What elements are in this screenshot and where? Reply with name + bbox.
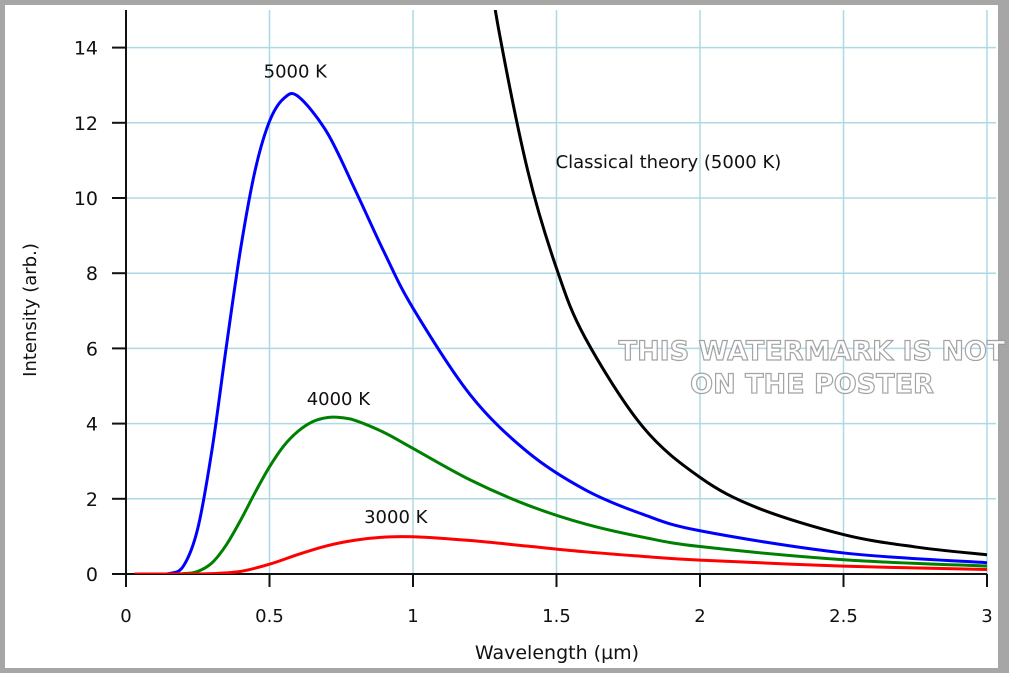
x-axis-label: Wavelength (µm) [475,642,639,664]
series-line-4000-k [134,415,988,574]
watermark: THIS WATERMARK IS NOT ON THE POSTER [618,335,1006,400]
x-tick-label: 3 [981,606,992,627]
y-tick-label: 8 [86,263,98,285]
y-axis-label: Intensity (arb.) [20,243,41,377]
x-tick-label: 0.5 [255,606,284,627]
curves [134,10,988,574]
series-line-5000-k [134,92,988,574]
x-tick-label: 0 [120,606,131,627]
y-tick-label: 2 [86,489,98,511]
annotation-label: 5000 K [264,62,329,83]
y-tick-label: 12 [74,113,98,135]
annotation-label: 3000 K [364,507,429,528]
annotation-label: 4000 K [307,389,372,410]
axes: 0 0.5 1 1.5 2 2.5 3 0 2 4 6 8 10 12 14 [74,10,993,627]
annotations: 5000 K 4000 K 3000 K Classical theory (5000… [264,62,782,529]
watermark-line-2: ON THE POSTER [690,369,934,400]
series-line-classical-theory-5000-k- [493,10,988,557]
y-tick-label: 14 [74,38,98,60]
y-tick-label: 0 [86,564,98,586]
annotation-label: Classical theory (5000 K) [556,152,782,173]
x-tick-label: 2.5 [829,606,858,627]
y-tick-label: 4 [86,414,98,436]
x-tick-label: 1 [407,606,418,627]
watermark-line-1: THIS WATERMARK IS NOT [619,336,1006,367]
x-tick-label: 2 [694,606,705,627]
x-tick-label: 1.5 [542,606,571,627]
grid [126,10,996,574]
y-tick-label: 6 [86,338,98,360]
y-tick-label: 10 [74,188,98,210]
series-line-3000-k [134,534,988,574]
